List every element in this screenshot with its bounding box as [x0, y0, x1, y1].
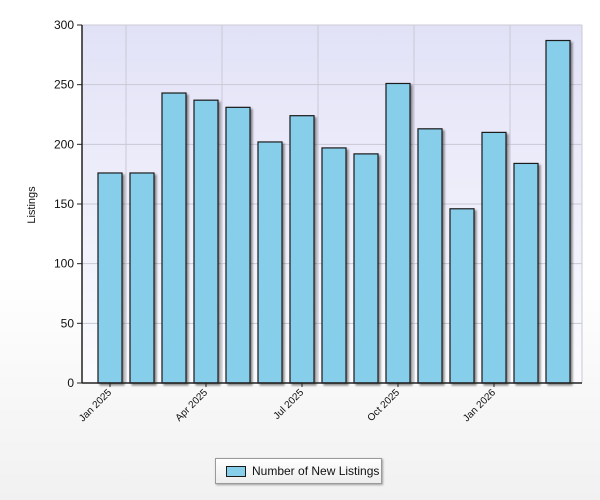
bar-mar-2026 [545, 39, 571, 384]
y-tick-label: 150 [54, 197, 74, 211]
bar-feb-2025 [129, 172, 155, 384]
legend: Number of New Listings [215, 458, 382, 484]
y-tick-label: 50 [61, 316, 75, 330]
y-axis-title: Listings [26, 186, 38, 224]
legend-label-series: Number of New Listings [252, 464, 380, 478]
y-tick-label: 250 [54, 78, 74, 92]
bar-may-2025 [225, 106, 251, 384]
x-tick-label: Oct 2025 [366, 387, 403, 424]
bar-apr-2025 [193, 99, 219, 384]
y-axis-ticks: 0 50 100 150 200 250 300 [54, 18, 82, 390]
bar-jun-2025 [257, 141, 283, 384]
bar-sep-2025 [353, 153, 379, 384]
bar-jul-2025 [289, 115, 315, 384]
y-tick-label: 300 [54, 18, 74, 32]
bar-jan-2025 [97, 172, 123, 384]
bar-dec-2025 [449, 208, 475, 384]
x-tick-label: Jan 2025 [77, 387, 114, 424]
bar-jan-2026 [481, 131, 507, 384]
bar-oct-2025 [385, 82, 411, 384]
bar-feb-2026 [513, 162, 539, 384]
bar-aug-2025 [321, 147, 347, 384]
y-tick-label: 100 [54, 257, 74, 271]
bar-mar-2025 [161, 92, 187, 384]
y-tick-label: 0 [67, 376, 74, 390]
bars [97, 39, 571, 384]
x-tick-label: Jul 2025 [272, 387, 307, 422]
y-tick-label: 200 [54, 137, 74, 151]
bar-nov-2025 [417, 128, 443, 384]
x-tick-label: Jan 2026 [461, 387, 498, 424]
x-axis-ticks: Jan 2025 Apr 2025 Jul 2025 Oct 2025 Jan 2026 [77, 383, 498, 424]
x-tick-label: Apr 2025 [174, 387, 211, 424]
legend-swatch [226, 465, 246, 477]
